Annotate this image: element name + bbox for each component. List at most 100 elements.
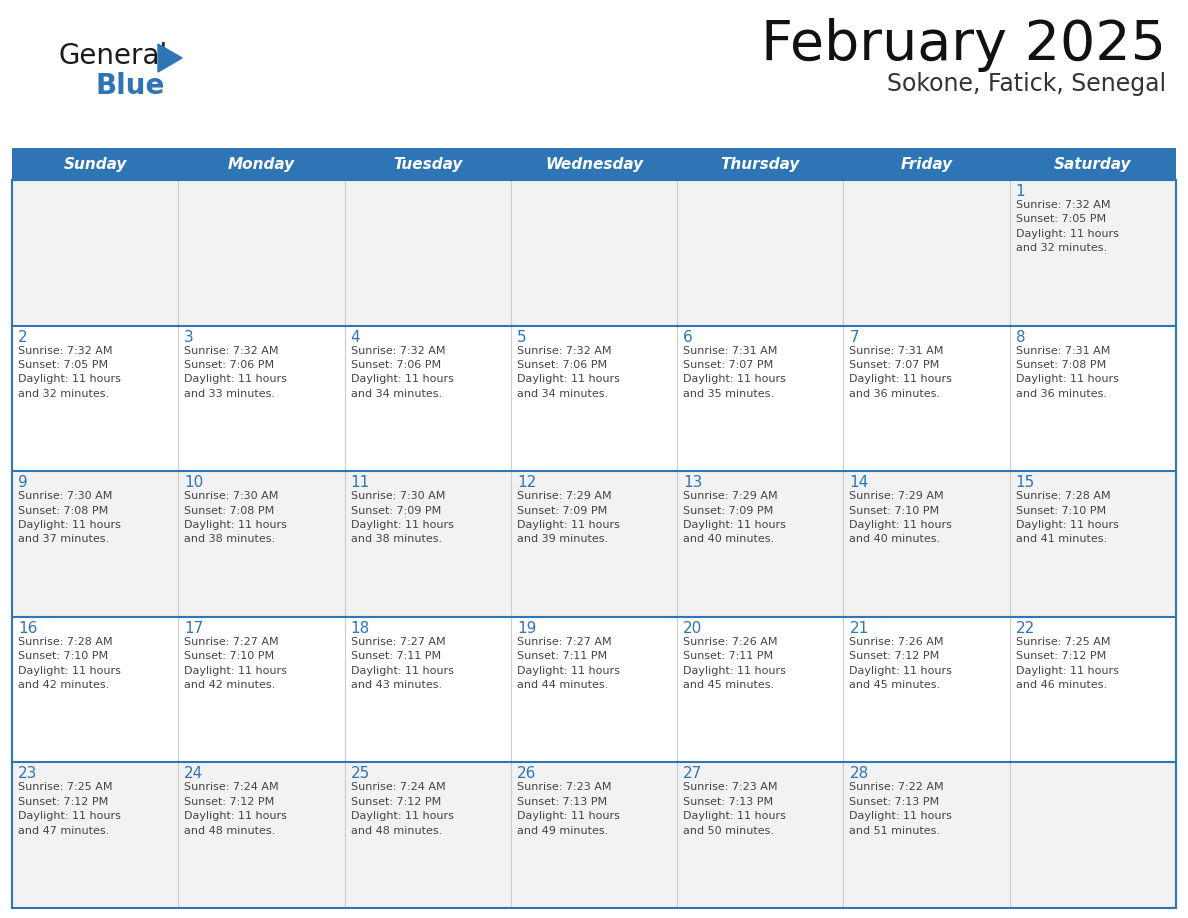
Bar — [345, 471, 511, 617]
Bar — [178, 471, 345, 617]
Text: Sunrise: 7:26 AM
Sunset: 7:12 PM
Daylight: 11 hours
and 45 minutes.: Sunrise: 7:26 AM Sunset: 7:12 PM Dayligh… — [849, 637, 953, 690]
Bar — [511, 148, 677, 180]
Text: 24: 24 — [184, 767, 203, 781]
Text: 22: 22 — [1016, 621, 1035, 636]
Text: Sunrise: 7:24 AM
Sunset: 7:12 PM
Daylight: 11 hours
and 48 minutes.: Sunrise: 7:24 AM Sunset: 7:12 PM Dayligh… — [350, 782, 454, 835]
Text: Sunrise: 7:27 AM
Sunset: 7:11 PM
Daylight: 11 hours
and 43 minutes.: Sunrise: 7:27 AM Sunset: 7:11 PM Dayligh… — [350, 637, 454, 690]
Text: Wednesday: Wednesday — [545, 156, 643, 172]
Text: Sunrise: 7:22 AM
Sunset: 7:13 PM
Daylight: 11 hours
and 51 minutes.: Sunrise: 7:22 AM Sunset: 7:13 PM Dayligh… — [849, 782, 953, 835]
Text: 15: 15 — [1016, 476, 1035, 490]
Text: Sunrise: 7:31 AM
Sunset: 7:08 PM
Daylight: 11 hours
and 36 minutes.: Sunrise: 7:31 AM Sunset: 7:08 PM Dayligh… — [1016, 345, 1119, 398]
Text: 27: 27 — [683, 767, 702, 781]
Polygon shape — [158, 44, 182, 72]
Text: 17: 17 — [184, 621, 203, 636]
Text: 23: 23 — [18, 767, 37, 781]
Text: Sunrise: 7:28 AM
Sunset: 7:10 PM
Daylight: 11 hours
and 42 minutes.: Sunrise: 7:28 AM Sunset: 7:10 PM Dayligh… — [18, 637, 121, 690]
Text: Sunrise: 7:27 AM
Sunset: 7:10 PM
Daylight: 11 hours
and 42 minutes.: Sunrise: 7:27 AM Sunset: 7:10 PM Dayligh… — [184, 637, 287, 690]
Text: Sunrise: 7:32 AM
Sunset: 7:05 PM
Daylight: 11 hours
and 32 minutes.: Sunrise: 7:32 AM Sunset: 7:05 PM Dayligh… — [18, 345, 121, 398]
Text: Sunrise: 7:30 AM
Sunset: 7:08 PM
Daylight: 11 hours
and 37 minutes.: Sunrise: 7:30 AM Sunset: 7:08 PM Dayligh… — [18, 491, 121, 544]
Bar — [178, 763, 345, 908]
Text: 28: 28 — [849, 767, 868, 781]
Bar — [178, 326, 345, 471]
Bar — [677, 763, 843, 908]
Bar — [345, 617, 511, 763]
Bar — [1010, 148, 1176, 180]
Text: 16: 16 — [18, 621, 37, 636]
Text: Sunrise: 7:29 AM
Sunset: 7:09 PM
Daylight: 11 hours
and 39 minutes.: Sunrise: 7:29 AM Sunset: 7:09 PM Dayligh… — [517, 491, 620, 544]
Bar — [1010, 617, 1176, 763]
Text: 14: 14 — [849, 476, 868, 490]
Text: 21: 21 — [849, 621, 868, 636]
Bar — [12, 763, 178, 908]
Bar — [677, 180, 843, 326]
Text: Sunrise: 7:30 AM
Sunset: 7:08 PM
Daylight: 11 hours
and 38 minutes.: Sunrise: 7:30 AM Sunset: 7:08 PM Dayligh… — [184, 491, 287, 544]
Bar — [1010, 763, 1176, 908]
Text: 4: 4 — [350, 330, 360, 344]
Text: Sunday: Sunday — [63, 156, 127, 172]
Bar — [843, 763, 1010, 908]
Text: Sunrise: 7:23 AM
Sunset: 7:13 PM
Daylight: 11 hours
and 50 minutes.: Sunrise: 7:23 AM Sunset: 7:13 PM Dayligh… — [683, 782, 786, 835]
Text: 11: 11 — [350, 476, 369, 490]
Text: 5: 5 — [517, 330, 526, 344]
Text: Sunrise: 7:27 AM
Sunset: 7:11 PM
Daylight: 11 hours
and 44 minutes.: Sunrise: 7:27 AM Sunset: 7:11 PM Dayligh… — [517, 637, 620, 690]
Text: Sokone, Fatick, Senegal: Sokone, Fatick, Senegal — [887, 72, 1165, 96]
Text: Friday: Friday — [901, 156, 953, 172]
Text: February 2025: February 2025 — [762, 18, 1165, 72]
Text: Sunrise: 7:31 AM
Sunset: 7:07 PM
Daylight: 11 hours
and 36 minutes.: Sunrise: 7:31 AM Sunset: 7:07 PM Dayligh… — [849, 345, 953, 398]
Text: Blue: Blue — [96, 72, 165, 100]
Text: General: General — [58, 42, 168, 70]
Bar — [1010, 471, 1176, 617]
Bar — [178, 148, 345, 180]
Text: 3: 3 — [184, 330, 194, 344]
Text: Thursday: Thursday — [721, 156, 800, 172]
Bar — [12, 471, 178, 617]
Text: Monday: Monday — [228, 156, 295, 172]
Text: 19: 19 — [517, 621, 536, 636]
Bar — [345, 763, 511, 908]
Bar — [12, 617, 178, 763]
Bar — [178, 180, 345, 326]
Bar — [677, 617, 843, 763]
Text: Sunrise: 7:32 AM
Sunset: 7:05 PM
Daylight: 11 hours
and 32 minutes.: Sunrise: 7:32 AM Sunset: 7:05 PM Dayligh… — [1016, 200, 1119, 253]
Text: 18: 18 — [350, 621, 369, 636]
Text: Sunrise: 7:23 AM
Sunset: 7:13 PM
Daylight: 11 hours
and 49 minutes.: Sunrise: 7:23 AM Sunset: 7:13 PM Dayligh… — [517, 782, 620, 835]
Text: 20: 20 — [683, 621, 702, 636]
Text: Saturday: Saturday — [1054, 156, 1132, 172]
Text: 9: 9 — [18, 476, 27, 490]
Bar — [511, 180, 677, 326]
Bar — [1010, 180, 1176, 326]
Text: Sunrise: 7:32 AM
Sunset: 7:06 PM
Daylight: 11 hours
and 34 minutes.: Sunrise: 7:32 AM Sunset: 7:06 PM Dayligh… — [517, 345, 620, 398]
Bar — [677, 326, 843, 471]
Text: 12: 12 — [517, 476, 536, 490]
Bar — [1010, 326, 1176, 471]
Bar — [345, 148, 511, 180]
Bar — [511, 326, 677, 471]
Text: Sunrise: 7:25 AM
Sunset: 7:12 PM
Daylight: 11 hours
and 47 minutes.: Sunrise: 7:25 AM Sunset: 7:12 PM Dayligh… — [18, 782, 121, 835]
Text: Sunrise: 7:30 AM
Sunset: 7:09 PM
Daylight: 11 hours
and 38 minutes.: Sunrise: 7:30 AM Sunset: 7:09 PM Dayligh… — [350, 491, 454, 544]
Bar — [843, 617, 1010, 763]
Bar — [12, 148, 178, 180]
Text: Sunrise: 7:29 AM
Sunset: 7:09 PM
Daylight: 11 hours
and 40 minutes.: Sunrise: 7:29 AM Sunset: 7:09 PM Dayligh… — [683, 491, 786, 544]
Text: 2: 2 — [18, 330, 27, 344]
Bar — [843, 148, 1010, 180]
Text: Sunrise: 7:24 AM
Sunset: 7:12 PM
Daylight: 11 hours
and 48 minutes.: Sunrise: 7:24 AM Sunset: 7:12 PM Dayligh… — [184, 782, 287, 835]
Text: Sunrise: 7:32 AM
Sunset: 7:06 PM
Daylight: 11 hours
and 34 minutes.: Sunrise: 7:32 AM Sunset: 7:06 PM Dayligh… — [350, 345, 454, 398]
Text: 1: 1 — [1016, 184, 1025, 199]
Bar — [843, 471, 1010, 617]
Bar — [843, 180, 1010, 326]
Text: 13: 13 — [683, 476, 702, 490]
Text: Sunrise: 7:25 AM
Sunset: 7:12 PM
Daylight: 11 hours
and 46 minutes.: Sunrise: 7:25 AM Sunset: 7:12 PM Dayligh… — [1016, 637, 1119, 690]
Text: 8: 8 — [1016, 330, 1025, 344]
Text: 10: 10 — [184, 476, 203, 490]
Text: 7: 7 — [849, 330, 859, 344]
Bar — [511, 471, 677, 617]
Text: 6: 6 — [683, 330, 693, 344]
Text: Sunrise: 7:29 AM
Sunset: 7:10 PM
Daylight: 11 hours
and 40 minutes.: Sunrise: 7:29 AM Sunset: 7:10 PM Dayligh… — [849, 491, 953, 544]
Bar — [12, 326, 178, 471]
Text: 25: 25 — [350, 767, 369, 781]
Bar — [677, 471, 843, 617]
Bar — [511, 763, 677, 908]
Text: Tuesday: Tuesday — [393, 156, 462, 172]
Bar — [511, 617, 677, 763]
Text: Sunrise: 7:28 AM
Sunset: 7:10 PM
Daylight: 11 hours
and 41 minutes.: Sunrise: 7:28 AM Sunset: 7:10 PM Dayligh… — [1016, 491, 1119, 544]
